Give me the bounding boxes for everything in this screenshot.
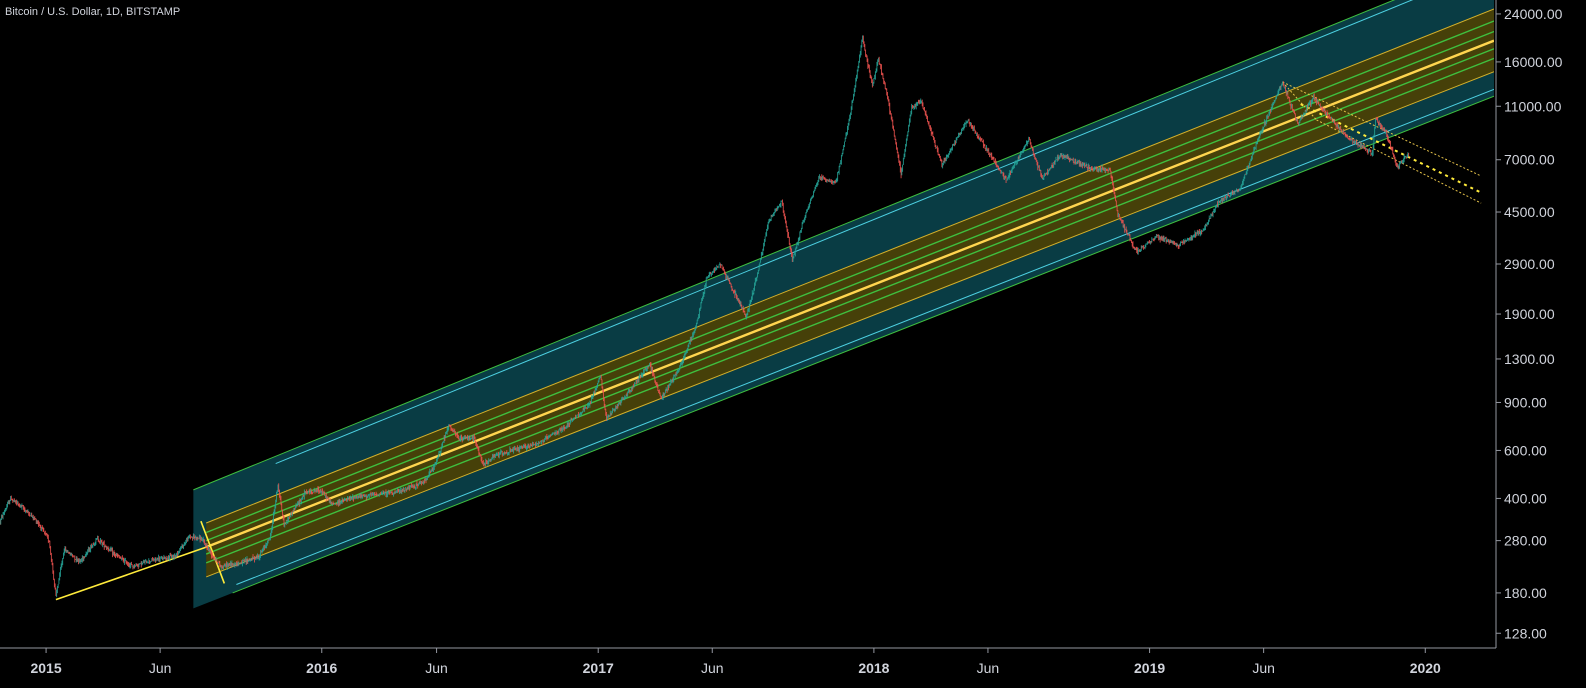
y-tick-label: 600.00 [1504,442,1547,458]
chart-title: Bitcoin / U.S. Dollar, 1D, BITSTAMP [5,6,181,18]
pitchfork-median-line [205,39,1494,549]
x-tick-label: Jun [977,660,1000,676]
x-tick-label: Jun [1252,660,1275,676]
pitchfork-yellow-lower-line [206,71,1494,578]
candles [0,35,1410,598]
y-axis: 24000.00 16000.00 11000.00 7000.00 4500.00 29… [1495,0,1563,648]
y-tick-label: 400.00 [1504,490,1547,506]
y-tick-label: 7000.00 [1504,152,1555,168]
y-tick-label: 280.00 [1504,533,1547,549]
x-tick-label: 2016 [306,660,337,676]
pitchfork-yellow-upper-line [206,8,1494,524]
y-tick-label: 1900.00 [1504,306,1555,322]
pitchfork-cyan-upper-line [275,0,1414,465]
x-tick-label: 2015 [30,660,61,676]
y-tick-label: 180.00 [1504,585,1547,601]
pitchfork-cyan-lower-line [236,88,1494,585]
x-axis: 2015 Jun 2016 Jun 2017 Jun 2018 Jun 2019 Jun 2020 [0,647,1496,676]
y-tick-label: 2900.00 [1504,256,1555,272]
plot-area [0,0,1494,609]
y-tick-label: 11000.00 [1504,98,1562,114]
x-tick-label: Jun [425,660,448,676]
pitchfork-green-line-3 [205,57,1494,564]
pitchfork-anchor-line [55,546,207,601]
y-tick-label: 900.00 [1504,394,1547,410]
x-tick-label: Jun [149,660,172,676]
x-tick-label: 2020 [1410,660,1441,676]
pitchfork-outer-lower-line [232,95,1494,594]
y-tick-label: 128.00 [1504,625,1547,641]
x-tick-label: 2018 [858,660,889,676]
x-tick-label: Jun [701,660,724,676]
pitchfork-outer-upper-line [193,0,1396,491]
pitchfork-green-line-2 [205,48,1494,555]
pullback-channel-handle [1282,81,1317,121]
y-tick-label: 1300.00 [1504,351,1555,367]
y-tick-label: 4500.00 [1504,204,1555,220]
y-tick-label: 16000.00 [1504,54,1563,70]
pitchfork-handle-line [200,520,226,584]
x-tick-label: 2017 [583,660,614,676]
x-tick-label: 2019 [1134,660,1165,676]
pullback-channel-lower [1316,119,1482,204]
pitchfork-green-line-1 [205,30,1494,542]
pitchfork-green-line-0 [205,20,1494,534]
y-tick-label: 24000.00 [1504,6,1563,22]
